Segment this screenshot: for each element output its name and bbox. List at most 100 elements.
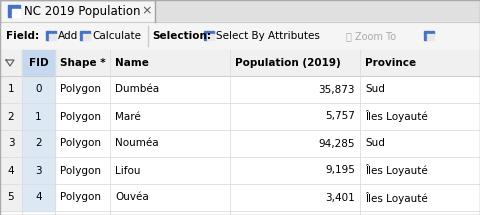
Text: Nouméa: Nouméa	[115, 138, 158, 149]
Text: 2: 2	[8, 112, 14, 121]
Text: 94,285: 94,285	[319, 138, 355, 149]
Bar	[0, 103, 480, 130]
Bar	[12, 9, 15, 12]
Text: 4: 4	[35, 192, 42, 203]
Bar	[0, 184, 480, 211]
Bar	[53, 34, 56, 37]
Bar	[431, 34, 433, 37]
Text: 3,401: 3,401	[325, 192, 355, 203]
Text: Calculate: Calculate	[92, 31, 141, 41]
Bar	[207, 31, 210, 34]
Text: Polygon: Polygon	[60, 192, 101, 203]
Text: Add: Add	[58, 31, 78, 41]
Text: Maré: Maré	[115, 112, 141, 121]
Bar	[0, 130, 480, 157]
Bar	[0, 157, 22, 184]
Text: ×: ×	[142, 5, 152, 17]
Bar	[87, 34, 89, 37]
Bar	[80, 34, 83, 37]
Text: Îles Loyauté: Îles Loyauté	[365, 111, 428, 123]
Text: 1: 1	[8, 84, 14, 95]
Bar	[84, 34, 86, 37]
Bar	[53, 38, 56, 40]
Bar	[8, 9, 12, 12]
Text: Select By Attributes: Select By Attributes	[216, 31, 320, 41]
Text: 3: 3	[8, 138, 14, 149]
Text: Polygon: Polygon	[60, 166, 101, 175]
Bar	[431, 31, 433, 34]
Bar	[22, 130, 55, 157]
Bar	[87, 31, 89, 34]
Text: 35,873: 35,873	[319, 84, 355, 95]
Bar	[0, 157, 480, 184]
Bar	[211, 34, 214, 37]
Bar	[22, 157, 55, 184]
Text: FID: FID	[29, 58, 48, 68]
Bar	[0, 184, 22, 211]
Text: Field:: Field:	[6, 31, 39, 41]
Bar	[427, 31, 430, 34]
Bar	[80, 31, 83, 34]
Bar	[211, 31, 214, 34]
Bar	[22, 103, 55, 130]
Bar	[8, 5, 12, 9]
Text: 4: 4	[8, 166, 14, 175]
Bar	[16, 13, 20, 17]
Text: 1: 1	[35, 112, 42, 121]
Text: Name: Name	[115, 58, 149, 68]
Bar	[204, 38, 207, 40]
Bar	[49, 38, 52, 40]
Bar	[427, 34, 430, 37]
Bar	[0, 50, 480, 76]
Bar	[87, 38, 89, 40]
Text: Polygon: Polygon	[60, 84, 101, 95]
Bar	[427, 38, 430, 40]
Text: 9,195: 9,195	[325, 166, 355, 175]
Bar	[204, 34, 207, 37]
Bar	[49, 34, 52, 37]
Text: Lifou: Lifou	[115, 166, 141, 175]
Bar	[49, 31, 52, 34]
Bar	[53, 31, 56, 34]
Bar	[424, 38, 427, 40]
Text: Sud: Sud	[365, 138, 385, 149]
Bar	[12, 5, 15, 9]
Bar	[424, 34, 427, 37]
Text: 2: 2	[35, 138, 42, 149]
Bar	[22, 76, 55, 103]
Text: 3: 3	[35, 166, 42, 175]
Bar	[0, 50, 480, 215]
Bar	[204, 31, 207, 34]
Text: Selection:: Selection:	[152, 31, 211, 41]
Bar	[0, 22, 480, 50]
Text: Polygon: Polygon	[60, 112, 101, 121]
Text: Shape *: Shape *	[60, 58, 106, 68]
Text: Province: Province	[365, 58, 416, 68]
Bar	[0, 76, 480, 103]
Text: 5,757: 5,757	[325, 112, 355, 121]
Bar	[211, 38, 214, 40]
Bar	[207, 34, 210, 37]
Text: Îles Loyauté: Îles Loyauté	[365, 164, 428, 177]
Text: Polygon: Polygon	[60, 138, 101, 149]
Text: Population (2019): Population (2019)	[235, 58, 341, 68]
Text: Îles Loyauté: Îles Loyauté	[365, 192, 428, 204]
Text: Dumbéa: Dumbéa	[115, 84, 159, 95]
Bar	[12, 13, 15, 17]
Bar	[16, 5, 20, 9]
Bar	[16, 9, 20, 12]
Text: Sud: Sud	[365, 84, 385, 95]
Bar	[0, 0, 480, 22]
Bar	[84, 31, 86, 34]
Bar	[46, 34, 49, 37]
Bar	[424, 31, 427, 34]
Text: Ouvéa: Ouvéa	[115, 192, 149, 203]
Bar	[22, 184, 55, 211]
Bar	[0, 76, 22, 103]
Bar	[22, 50, 55, 76]
Bar	[0, 130, 22, 157]
Bar	[8, 13, 12, 17]
Bar	[0, 0, 155, 22]
Bar	[0, 103, 22, 130]
Bar	[80, 38, 83, 40]
